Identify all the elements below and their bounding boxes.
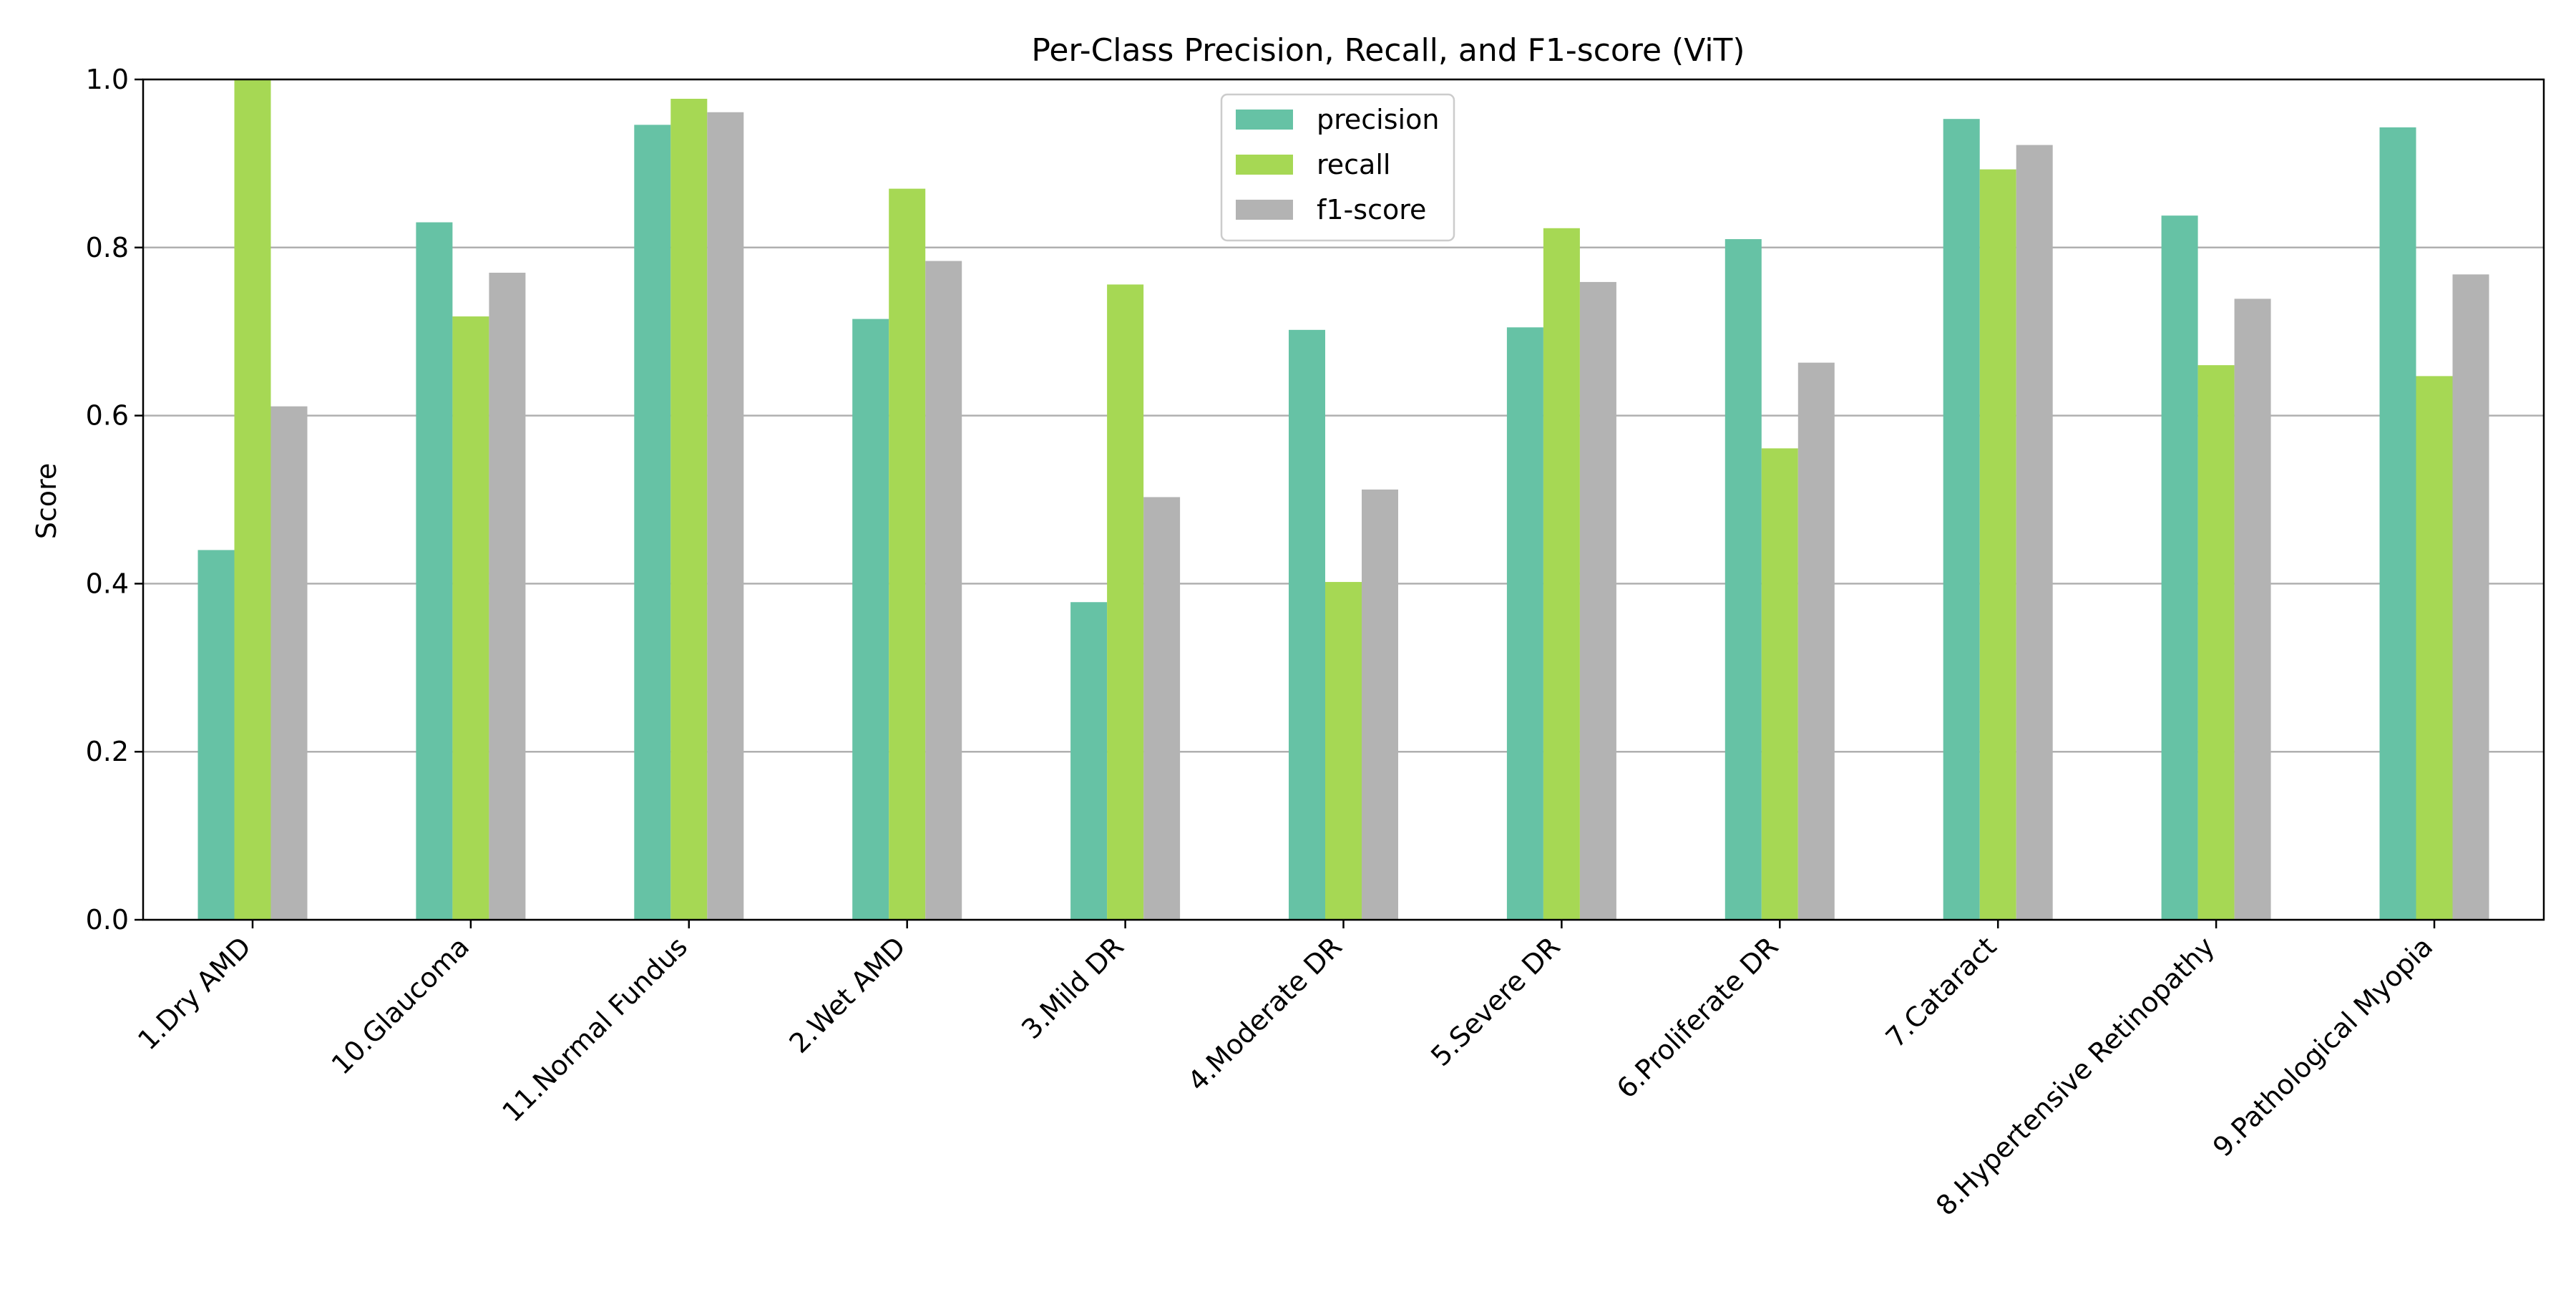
legend: precision recall f1-score (1220, 93, 1455, 242)
y-tick-label: 0.4 (86, 568, 129, 599)
bar-precision-11 (2379, 127, 2416, 921)
legend-swatch-precision (1236, 110, 1293, 130)
bar-f1-score-7 (1579, 281, 1616, 921)
bar-f1-score-11 (2452, 274, 2489, 920)
bar-recall-1 (234, 79, 271, 920)
legend-label-recall: recall (1317, 149, 1390, 180)
bar-recall-10 (2197, 365, 2235, 920)
bar-precision-3 (634, 125, 671, 920)
x-tick-label: 5.Severe DR (1425, 931, 1566, 1072)
bar-recall-11 (2416, 376, 2453, 920)
x-tick-label: 7.Cataract (1880, 931, 2003, 1054)
x-tick-label: 4.Moderate DR (1181, 931, 1347, 1097)
bar-precision-10 (2161, 215, 2198, 920)
bar-recall-2 (452, 316, 489, 920)
y-axis-label: Score (31, 463, 62, 539)
y-tick-label: 1.0 (86, 64, 129, 95)
bar-f1-score-8 (1797, 362, 1835, 920)
legend-label-f1-score: f1-score (1317, 194, 1426, 225)
bar-f1-score-4 (925, 261, 962, 921)
y-tick-label: 0.8 (86, 232, 129, 263)
legend-label-precision: precision (1317, 104, 1439, 135)
bar-precision-5 (1070, 602, 1108, 920)
x-tick-label: 6.Proliferate DR (1611, 931, 1785, 1104)
bar-recall-9 (1979, 169, 2016, 920)
bar-recall-3 (670, 99, 708, 921)
bars (197, 79, 2489, 921)
bar-recall-7 (1543, 228, 1580, 921)
y-tick-label: 0.6 (86, 400, 129, 432)
x-tick-label: 3.Mild DR (1015, 931, 1130, 1045)
bar-f1-score-3 (707, 112, 744, 920)
chart-title: Per-Class Precision, Recall, and F1-scor… (1031, 32, 1745, 69)
legend-swatch-f1-score (1236, 200, 1293, 220)
bar-recall-8 (1761, 448, 1798, 920)
bar-f1-score-1 (270, 406, 308, 920)
x-tick-label: 10.Glaucoma (326, 931, 475, 1080)
legend-swatch-recall (1236, 155, 1293, 175)
x-tick-label: 11.Normal Fundus (496, 931, 693, 1128)
bar-recall-6 (1325, 582, 1362, 920)
bar-f1-score-9 (2016, 145, 2053, 920)
x-tick-label: 2.Wet AMD (783, 931, 912, 1059)
bar-f1-score-6 (1362, 489, 1398, 920)
bar-precision-9 (1943, 119, 1980, 921)
bar-f1-score-2 (489, 273, 526, 920)
bar-recall-4 (889, 188, 926, 920)
bar-precision-1 (197, 550, 235, 920)
bar-f1-score-10 (2234, 298, 2271, 920)
bar-precision-4 (852, 319, 889, 921)
bar-precision-8 (1724, 239, 1762, 920)
bar-recall-5 (1107, 284, 1144, 920)
x-tick-label: 9.Pathological Myopia (2207, 931, 2439, 1162)
y-tick-label: 0.0 (86, 904, 129, 936)
y-tick-label: 0.2 (86, 736, 129, 767)
bar-precision-7 (1506, 327, 1543, 921)
x-tick-label: 1.Dry AMD (132, 931, 257, 1056)
bar-f1-score-5 (1143, 497, 1181, 920)
bar-precision-2 (416, 222, 453, 921)
bar-precision-6 (1289, 329, 1325, 920)
